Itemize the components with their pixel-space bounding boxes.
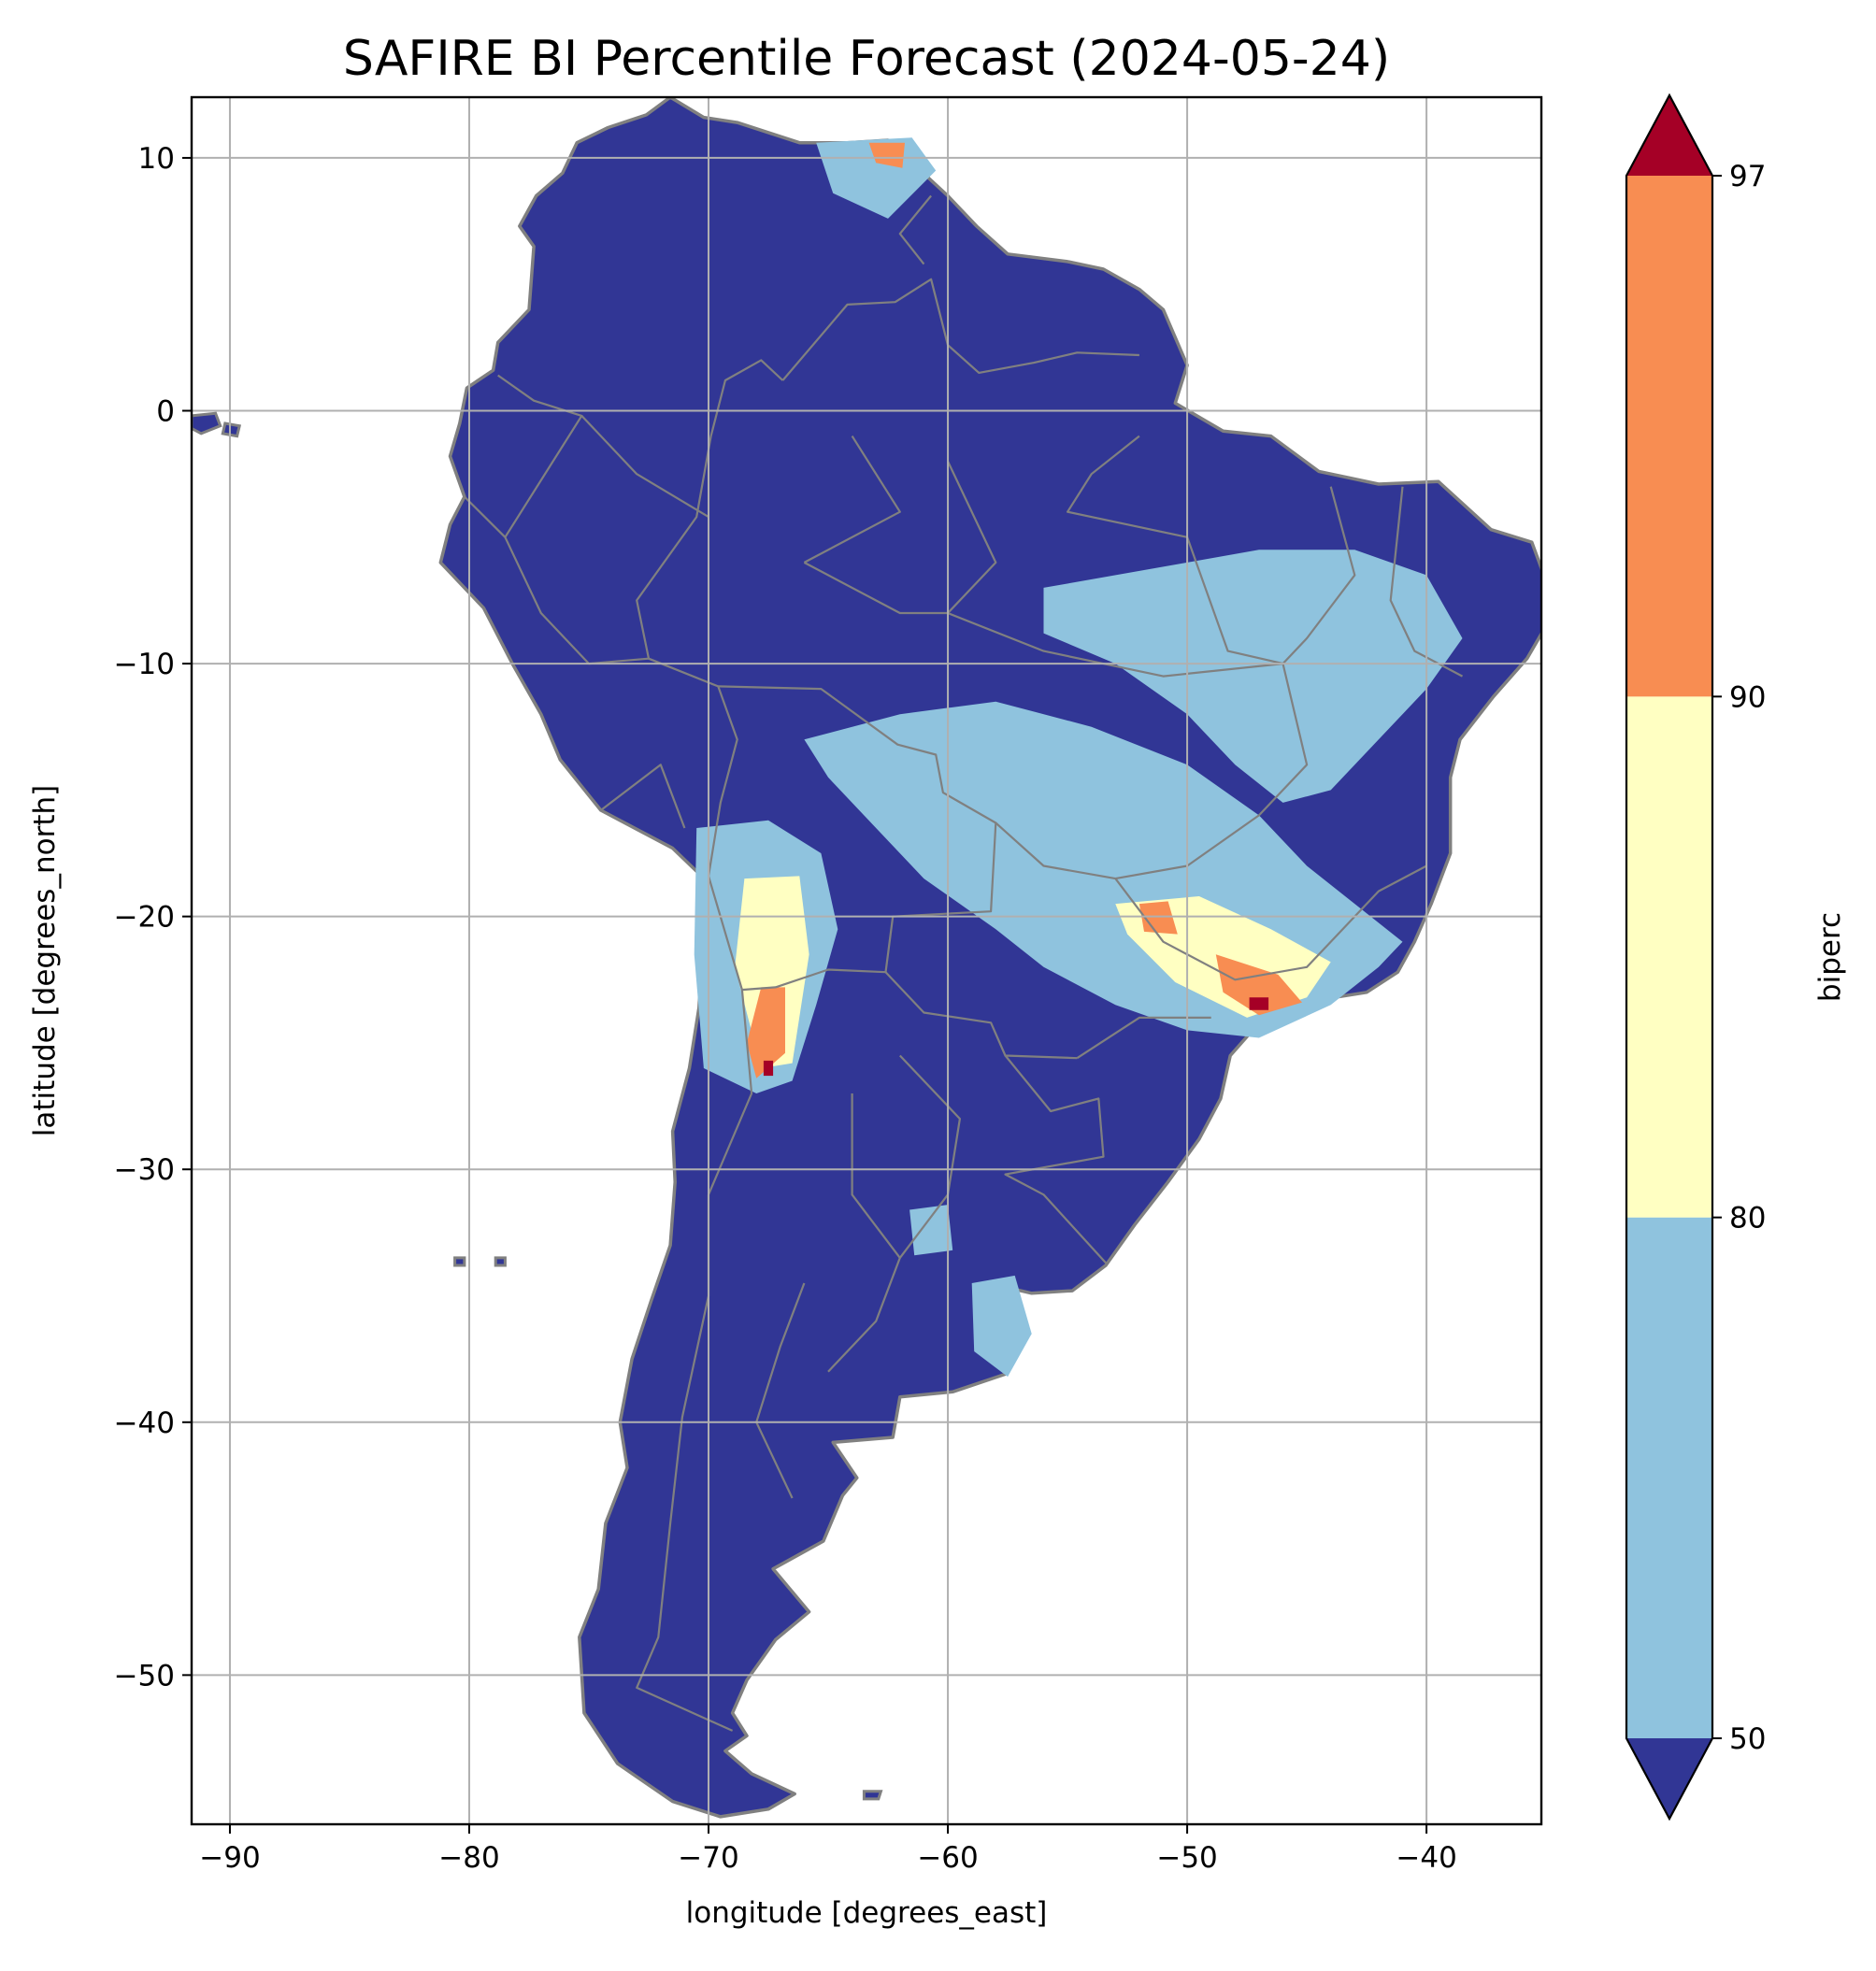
y-tick-label: −30: [114, 1153, 175, 1187]
x-axis-label: longitude [degrees_east]: [686, 1896, 1048, 1930]
region-50_80-2: [1043, 550, 1463, 803]
y-tick-label: −10: [114, 648, 175, 681]
x-tick-label: −40: [1396, 1841, 1456, 1875]
continent-landmass: [438, 97, 1541, 1819]
y-tick-label: −50: [114, 1659, 175, 1692]
island-2: [453, 1256, 466, 1267]
admin-border-2: [898, 194, 932, 265]
y-axis: 10 0 −10 −20 −30 −40 −50: [114, 142, 192, 1692]
admin-border-8: [580, 415, 709, 519]
admin-border-21: [803, 436, 901, 564]
colorbar-segment-90_97: [1626, 176, 1712, 697]
admin-border-11: [1282, 486, 1356, 664]
y-tick-label: 0: [156, 395, 175, 429]
chart-title: SAFIRE BI Percentile Forecast (2024-05-2…: [343, 31, 1390, 87]
admin-border-19: [600, 764, 686, 829]
admin-border-17: [755, 1282, 806, 1499]
colorbar-tick-label: 90: [1729, 680, 1766, 714]
region-90_97-10: [747, 987, 785, 1078]
colorbar-segment-50_80: [1626, 1217, 1712, 1738]
region-90_97-1: [868, 142, 905, 168]
admin-border-18: [504, 536, 650, 665]
colorbar-tick-label: 97: [1729, 160, 1766, 193]
region-90_97-6: [1138, 901, 1178, 935]
admin-border-5: [1004, 1054, 1107, 1264]
x-tick-label: −60: [917, 1841, 978, 1875]
region-above_97-7: [1249, 997, 1269, 1010]
y-tick-label: −20: [114, 901, 175, 935]
y-tick-label: 10: [138, 142, 175, 176]
axes-frame: [190, 95, 1543, 1826]
colorbar: 50 80 90 97 biperc: [1625, 93, 1847, 1821]
admin-border-4: [718, 685, 997, 973]
x-tick-label: −80: [438, 1841, 499, 1875]
x-axis: −90 −80 −70 −60 −50 −40: [199, 1824, 1457, 1875]
region-90_97-5: [1215, 954, 1302, 1016]
island-4: [862, 1790, 883, 1801]
island-3: [494, 1256, 507, 1267]
x-tick-label: −50: [1156, 1841, 1217, 1875]
colorbar-label: biperc: [1813, 912, 1847, 1002]
admin-border-22: [1067, 435, 1188, 538]
admin-border-6: [636, 989, 753, 1732]
map-layer: [192, 97, 1541, 1819]
grid-layer: [192, 97, 1541, 1824]
colorbar-tick-label: 50: [1729, 1722, 1766, 1756]
colorbar-segment-80_90: [1626, 696, 1712, 1218]
y-axis-label: latitude [degrees_north]: [28, 785, 62, 1136]
colorbar-extend-min: [1626, 1738, 1712, 1819]
x-tick-label: −70: [678, 1841, 738, 1875]
region-above_97-11: [763, 1060, 774, 1077]
region-50_80-13: [909, 1205, 953, 1256]
y-tick-label: −40: [114, 1407, 175, 1440]
admin-border-16: [898, 1054, 961, 1259]
admin-border-0: [636, 359, 784, 877]
admin-border-13: [1114, 864, 1427, 981]
colorbar-tick-label: 80: [1729, 1202, 1766, 1235]
region-50_80-12: [971, 1275, 1032, 1378]
island-0: [192, 411, 222, 436]
island-1: [221, 421, 242, 438]
admin-border-9: [995, 536, 1309, 880]
colorbar-extend-max: [1626, 95, 1712, 176]
x-tick-label: −90: [199, 1841, 260, 1875]
